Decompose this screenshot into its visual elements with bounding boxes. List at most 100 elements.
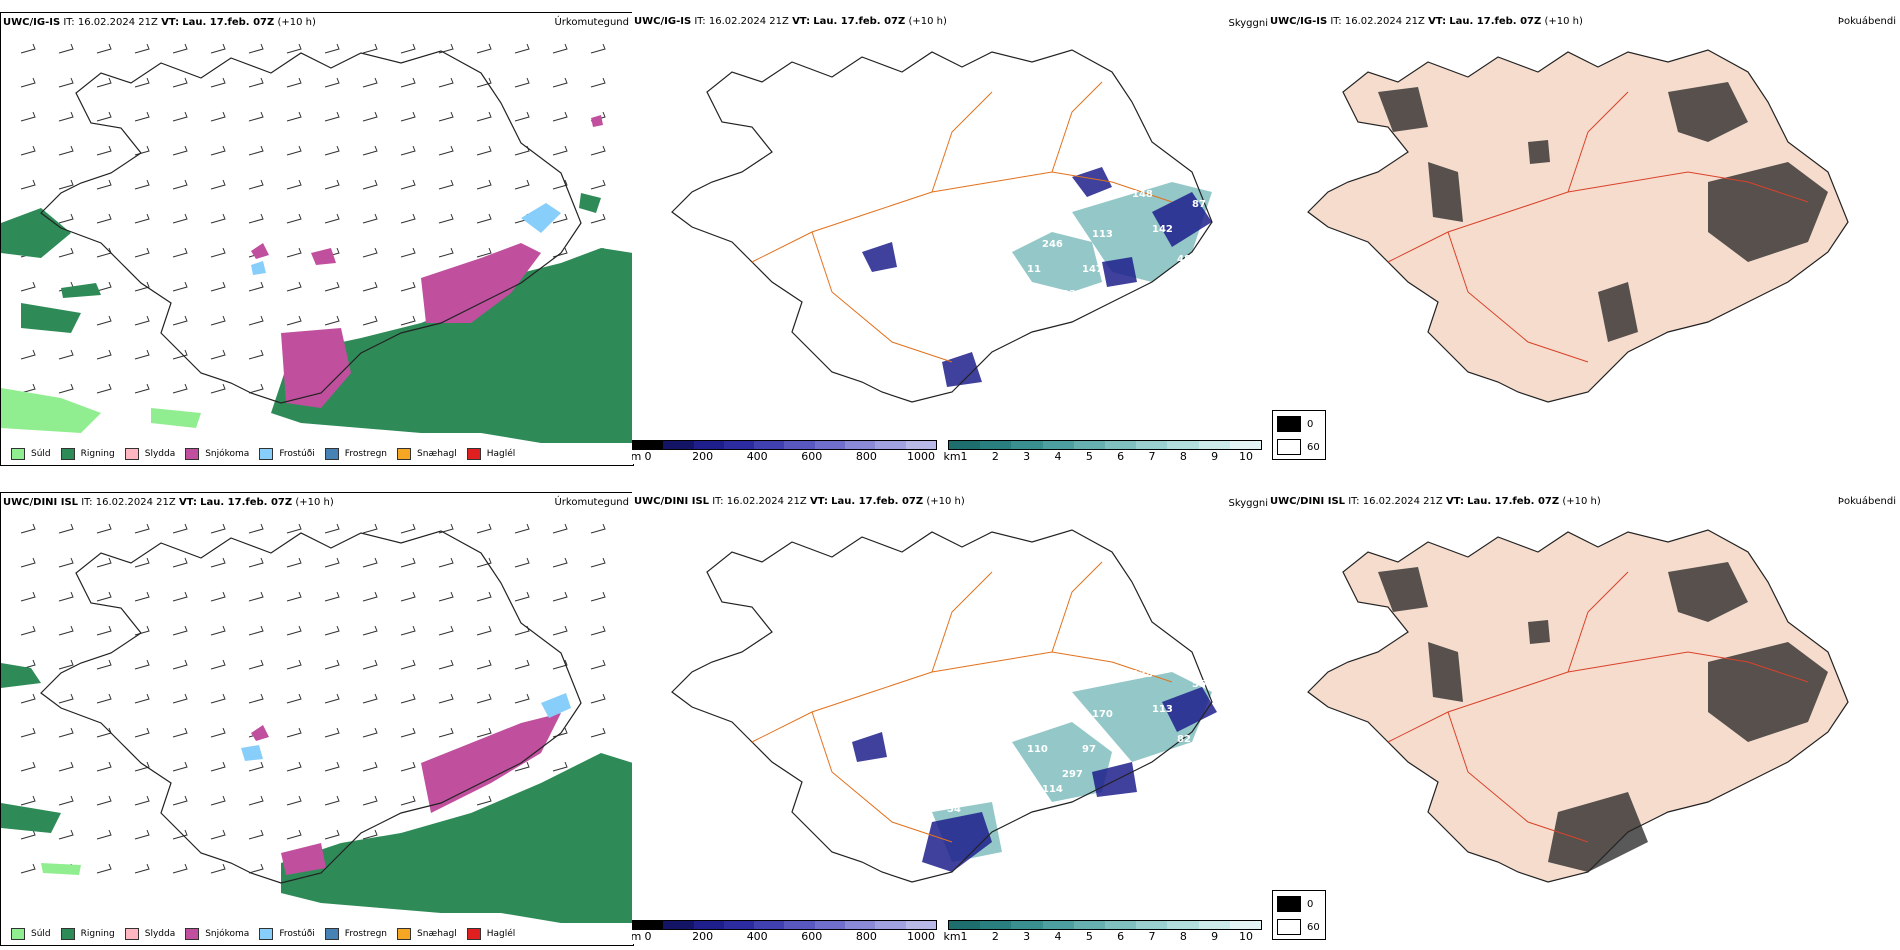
visibility-value: 92 <box>1192 274 1206 285</box>
legend-item: Frostúði <box>259 448 315 460</box>
wind-barb <box>172 625 188 636</box>
wind-barb <box>514 523 530 534</box>
wind-barb <box>134 829 150 840</box>
legend-label: Snæhagl <box>417 929 457 939</box>
colorbar-tick: 9 <box>1211 450 1219 463</box>
wind-barb <box>96 523 112 534</box>
wind-barb <box>172 43 188 54</box>
colorbar-cell <box>693 921 724 929</box>
colorbar-tick: 200 <box>692 930 714 943</box>
visibility-value: 97 <box>1082 744 1096 755</box>
fog-legend-label: 60 <box>1307 921 1320 933</box>
visibility-value: 110 <box>1027 744 1048 755</box>
colorbar-tick: 400 <box>746 450 768 463</box>
colorbar-unit: m <box>632 450 642 463</box>
legend-swatch <box>397 928 412 940</box>
visibility-value: 35 <box>752 564 766 575</box>
wind-barb <box>172 863 188 874</box>
wind-barb <box>20 43 36 54</box>
wind-barb <box>438 213 454 224</box>
colorbar-tick: 1000 <box>907 450 935 463</box>
wind-barb <box>514 659 530 670</box>
wind-barb <box>134 693 150 704</box>
colorbar-cell <box>845 441 876 449</box>
wind-barb <box>58 247 74 258</box>
wind-barb <box>362 693 378 704</box>
visibility-value: 11 <box>977 214 991 225</box>
wind-barb <box>96 863 112 874</box>
wind-barb <box>324 523 340 534</box>
legend-item: Frostregn <box>324 928 387 940</box>
visibility-panel-top: UWC/IG-IS IT: 16.02.2024 21Z VT: Lau. 17… <box>632 12 1268 464</box>
visibility-value: 54 <box>947 804 961 815</box>
wind-barb <box>172 77 188 88</box>
colorbar-cell <box>693 441 724 449</box>
wind-barb <box>438 727 454 738</box>
wind-barb <box>58 111 74 122</box>
wind-barb <box>286 179 302 190</box>
visibility-value: 23 <box>1062 289 1076 300</box>
wind-barb <box>134 281 150 292</box>
wind-barb <box>20 77 36 88</box>
wind-barb <box>96 693 112 704</box>
wind-barb <box>172 829 188 840</box>
colorbar-tick: 5 <box>1085 930 1093 943</box>
legend-item: Súld <box>11 448 51 460</box>
wind-barb <box>248 659 264 670</box>
wind-barb <box>20 179 36 190</box>
legend-item: Frostregn <box>324 448 387 460</box>
wind-barb <box>58 77 74 88</box>
wind-barb <box>590 591 606 602</box>
fog-map <box>1307 529 1849 883</box>
wind-barb <box>362 557 378 568</box>
wind-barb <box>96 349 112 360</box>
lead-time: (+10 h) <box>277 17 316 28</box>
fog-legend-swatch <box>1277 919 1301 935</box>
wind-barb <box>552 111 568 122</box>
wind-barb <box>514 179 530 190</box>
wind-barb <box>324 213 340 224</box>
wind-barb <box>248 383 264 394</box>
precip-type-panel-bottom: UWC/DINI ISL IT: 16.02.2024 21Z VT: Lau.… <box>0 492 634 946</box>
colorbar-cell <box>814 921 846 929</box>
colorbar-tick: 2 <box>991 930 999 943</box>
visibility-value: 157 <box>1227 204 1248 215</box>
legend-label: Snjókoma <box>205 449 250 459</box>
wind-barb <box>134 315 150 326</box>
wind-barb <box>476 659 492 670</box>
wind-barb <box>324 659 340 670</box>
wind-barb <box>362 523 378 534</box>
colorbar-tick: 1 <box>960 930 968 943</box>
colorbar-cell <box>949 441 981 449</box>
legend-item: Snjókoma <box>185 448 249 460</box>
wind-barb <box>286 795 302 806</box>
wind-barb <box>514 43 530 54</box>
wind-barb <box>362 77 378 88</box>
legend-item: Snæhagl <box>397 448 457 460</box>
fog-dark-area <box>1378 82 1828 342</box>
wind-barb <box>400 761 416 772</box>
wind-barb <box>248 111 264 122</box>
model-name: UWC/IG-IS <box>3 17 61 28</box>
legend-swatch <box>124 928 139 940</box>
colorbar-tick: 6 <box>1117 930 1125 943</box>
wind-barb <box>324 829 340 840</box>
wind-barb <box>590 145 606 156</box>
wind-barb <box>20 795 36 806</box>
wind-barb <box>324 281 340 292</box>
wind-barb <box>96 591 112 602</box>
visibility-km-area <box>932 672 1212 862</box>
colorbar-tick: 800 <box>855 930 877 943</box>
visibility-value: 61 <box>922 679 936 690</box>
legend-swatch <box>11 448 25 460</box>
wind-barb <box>476 179 492 190</box>
wind-barb <box>362 213 378 224</box>
wind-barb <box>210 315 226 326</box>
wind-barb <box>58 829 74 840</box>
legend-swatch <box>259 928 274 940</box>
legend-item: Rigning <box>60 448 115 460</box>
wind-barb <box>286 281 302 292</box>
colorbar-tick: 600 <box>801 450 823 463</box>
